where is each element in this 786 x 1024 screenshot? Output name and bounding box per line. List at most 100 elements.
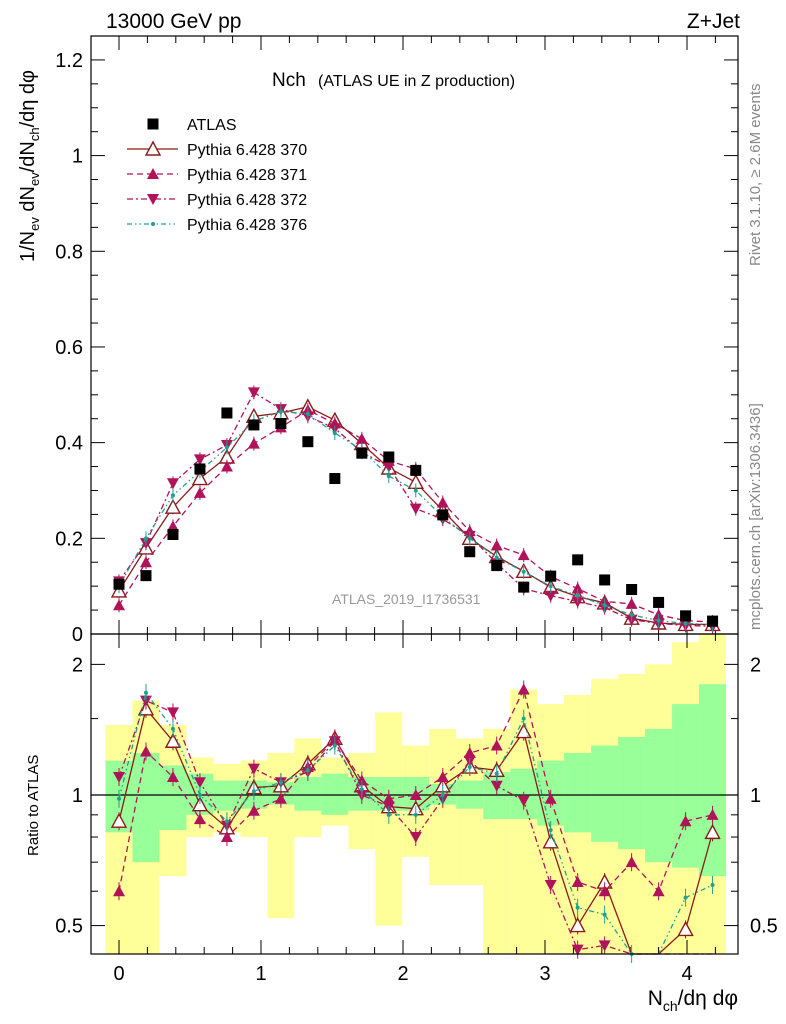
series-point bbox=[575, 593, 580, 598]
ratio-point bbox=[409, 832, 422, 844]
ratio-point bbox=[139, 745, 152, 757]
series-point bbox=[521, 569, 526, 574]
ratio-point bbox=[386, 812, 391, 817]
atlas-point bbox=[572, 554, 584, 566]
legend-label: ATLAS bbox=[187, 117, 237, 134]
legend-label: Pythia 6.428 370 bbox=[187, 142, 307, 159]
ratio-point bbox=[170, 726, 175, 731]
ratio-point bbox=[679, 815, 692, 827]
uncertainty-band-inner bbox=[564, 752, 592, 833]
ratio-point bbox=[598, 885, 611, 897]
series-point bbox=[467, 536, 472, 541]
legend-marker bbox=[144, 140, 162, 156]
y-tick-label: 0.8 bbox=[55, 241, 83, 263]
ratio-point bbox=[355, 774, 368, 786]
series-point bbox=[683, 621, 688, 626]
ratio-point bbox=[436, 771, 449, 783]
uncertainty-band-inner bbox=[672, 704, 700, 868]
x-tick-label: 0 bbox=[113, 963, 124, 985]
atlas-point bbox=[248, 419, 260, 431]
ratio-point bbox=[625, 856, 638, 868]
y-tick-label: 0.2 bbox=[55, 528, 83, 550]
series-point bbox=[113, 599, 125, 611]
atlas-point bbox=[167, 528, 179, 540]
atlas-point bbox=[275, 418, 287, 430]
legend-label: Pythia 6.428 372 bbox=[187, 192, 307, 209]
ratio-point bbox=[332, 743, 337, 748]
y-tick-label: 1.2 bbox=[55, 50, 83, 72]
ratio-point bbox=[677, 920, 694, 937]
ratio-point bbox=[193, 813, 206, 825]
y-tick-label: 1 bbox=[72, 146, 83, 168]
series-point bbox=[517, 549, 530, 561]
series-point bbox=[220, 460, 233, 472]
ratio-point bbox=[598, 940, 611, 952]
series-point bbox=[494, 555, 499, 560]
series-line-2 bbox=[118, 409, 713, 623]
series-point bbox=[164, 498, 182, 514]
uncertainty-band-inner bbox=[618, 737, 646, 850]
y-tick-label: 2 bbox=[72, 654, 83, 676]
series-point bbox=[143, 536, 148, 541]
uncertainty-band-inner bbox=[294, 777, 322, 811]
series-point bbox=[436, 496, 449, 508]
series-point bbox=[247, 437, 260, 449]
atlas-point bbox=[491, 560, 503, 572]
series-point bbox=[193, 486, 206, 498]
y-tick-label-right: 2 bbox=[750, 654, 761, 676]
series-point bbox=[490, 539, 503, 551]
side-text-top: Rivet 3.1.10, ≥ 2.6M events bbox=[747, 84, 764, 267]
series-point bbox=[332, 431, 337, 436]
plot-title: Nch bbox=[272, 70, 306, 91]
y-tick-label: 0.4 bbox=[55, 433, 83, 455]
ratio-frame bbox=[90, 633, 739, 955]
x-tick-label: 1 bbox=[255, 963, 266, 985]
ratio-point bbox=[575, 905, 580, 910]
atlas-point bbox=[194, 463, 206, 475]
ratio-point bbox=[494, 771, 499, 776]
series-point bbox=[193, 454, 206, 466]
ratio-point bbox=[224, 819, 229, 824]
ratio-point bbox=[521, 716, 526, 721]
x-tick-label: 3 bbox=[539, 963, 550, 985]
ratio-point bbox=[652, 885, 665, 897]
series-point bbox=[139, 556, 152, 568]
ratio-line-2 bbox=[118, 687, 713, 893]
ratio-point bbox=[247, 804, 260, 816]
series-point bbox=[166, 520, 179, 532]
uncertainty-band-inner bbox=[132, 752, 160, 863]
ratio-point bbox=[193, 777, 206, 789]
watermark: ATLAS_2019_I1736531 bbox=[332, 591, 481, 607]
atlas-point bbox=[464, 546, 476, 558]
ratio-point bbox=[517, 683, 530, 695]
uncertainty-band-inner bbox=[213, 780, 241, 811]
atlas-point bbox=[221, 407, 233, 419]
atlas-point bbox=[653, 596, 665, 608]
atlas-point bbox=[383, 451, 395, 463]
series-point bbox=[409, 503, 422, 515]
ratio-point bbox=[571, 876, 584, 888]
atlas-point bbox=[599, 574, 611, 586]
ratio-point bbox=[251, 789, 256, 794]
series-point bbox=[548, 584, 553, 589]
series-point bbox=[170, 493, 175, 498]
atlas-point bbox=[356, 447, 368, 459]
ratio-point bbox=[544, 880, 557, 892]
xaxis-label: Nch/dη dφ bbox=[648, 987, 738, 1014]
series-point bbox=[544, 590, 557, 602]
uncertainty-band-inner bbox=[699, 684, 727, 877]
series-point bbox=[413, 488, 418, 493]
atlas-point bbox=[626, 584, 638, 596]
ratio-point bbox=[548, 828, 553, 833]
plot-subtitle: (ATLAS UE in Z production) bbox=[318, 73, 515, 90]
series-point bbox=[166, 478, 179, 490]
ratio-point bbox=[413, 812, 418, 817]
series-point bbox=[278, 409, 283, 414]
ratio-point bbox=[440, 792, 445, 797]
ratio-point bbox=[247, 763, 260, 775]
atlas-point bbox=[545, 570, 557, 582]
ratio-point bbox=[274, 792, 287, 804]
process-label: Z+Jet bbox=[687, 10, 740, 33]
atlas-point bbox=[437, 509, 449, 521]
atlas-point bbox=[302, 436, 314, 448]
